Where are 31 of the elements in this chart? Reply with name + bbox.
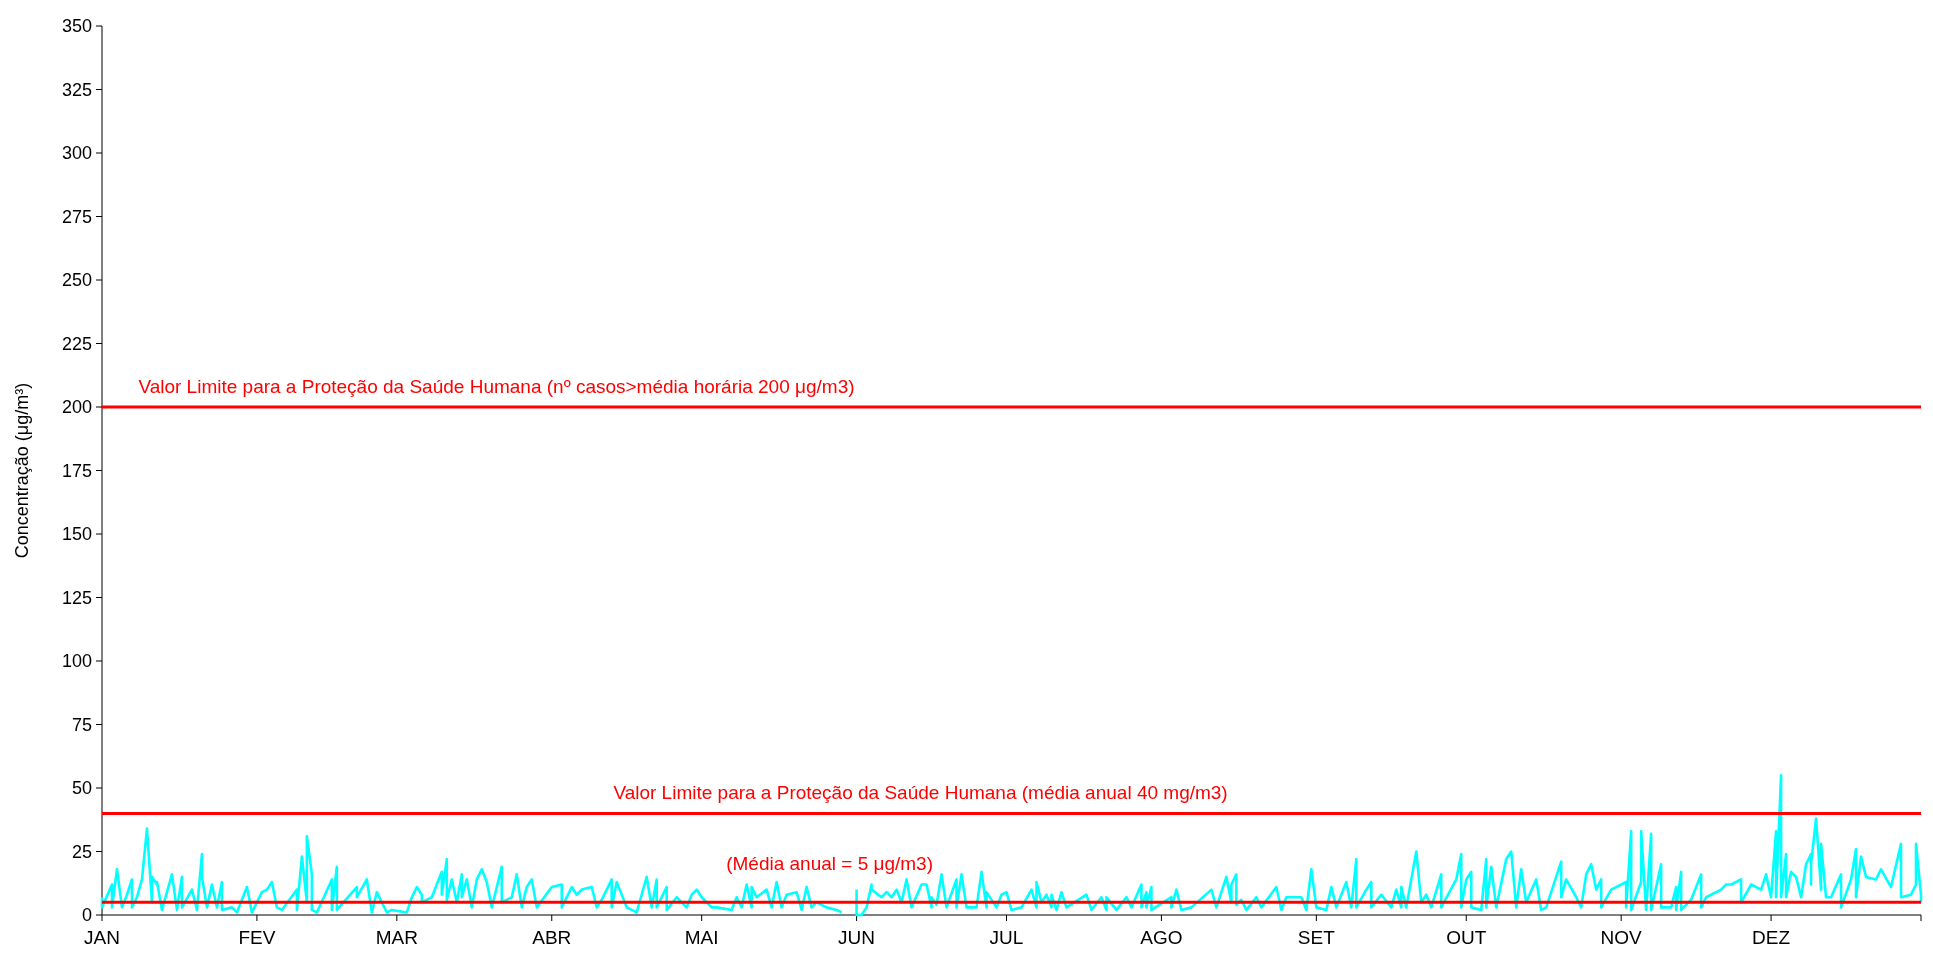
x-tick-label: NOV [1600,927,1643,948]
y-tick-label: 150 [61,524,92,545]
y-tick-label: 300 [61,143,92,164]
y-tick-label: 50 [71,778,92,799]
y-tick-label: 200 [61,397,92,418]
y-axis-title: Concentração (μg/m³) [12,382,32,559]
y-tick-label: 125 [61,587,92,608]
x-tick-label: OUT [1446,927,1487,948]
y-tick-label: 100 [61,651,92,672]
y-tick-label: 0 [81,905,92,926]
x-tick-label: FEV [238,927,276,948]
x-tick-label: ABR [532,927,572,948]
x-tick-label: JUL [989,927,1024,948]
ref-line-label: (Média anual = 5 μg/m3) [726,853,934,875]
x-tick-label: AGO [1140,927,1183,948]
ref-line-label: Valor Limite para a Proteção da Saúde Humana (nº casos>média horária 200 μg/m3) [138,376,855,397]
x-tick-label: JAN [84,927,120,948]
y-tick-label: 225 [61,333,92,354]
x-tick-label: MAI [684,927,719,948]
x-tick-label: SET [1297,927,1336,948]
ref-line-label: Valor Limite para a Proteção da Saúde Humana (média anual 40 mg/m3) [613,782,1228,804]
y-tick-label: 325 [61,79,92,100]
x-tick-label: MAR [375,927,418,948]
x-tick-label: JUN [838,927,876,948]
y-tick-label: 175 [61,460,92,481]
y-tick-label: 250 [61,270,92,291]
y-tick-label: 350 [61,16,92,37]
y-tick-label: 75 [71,714,92,735]
y-tick-label: 275 [61,206,92,227]
x-tick-label: DEZ [1752,927,1791,948]
y-tick-label: 25 [71,841,92,862]
